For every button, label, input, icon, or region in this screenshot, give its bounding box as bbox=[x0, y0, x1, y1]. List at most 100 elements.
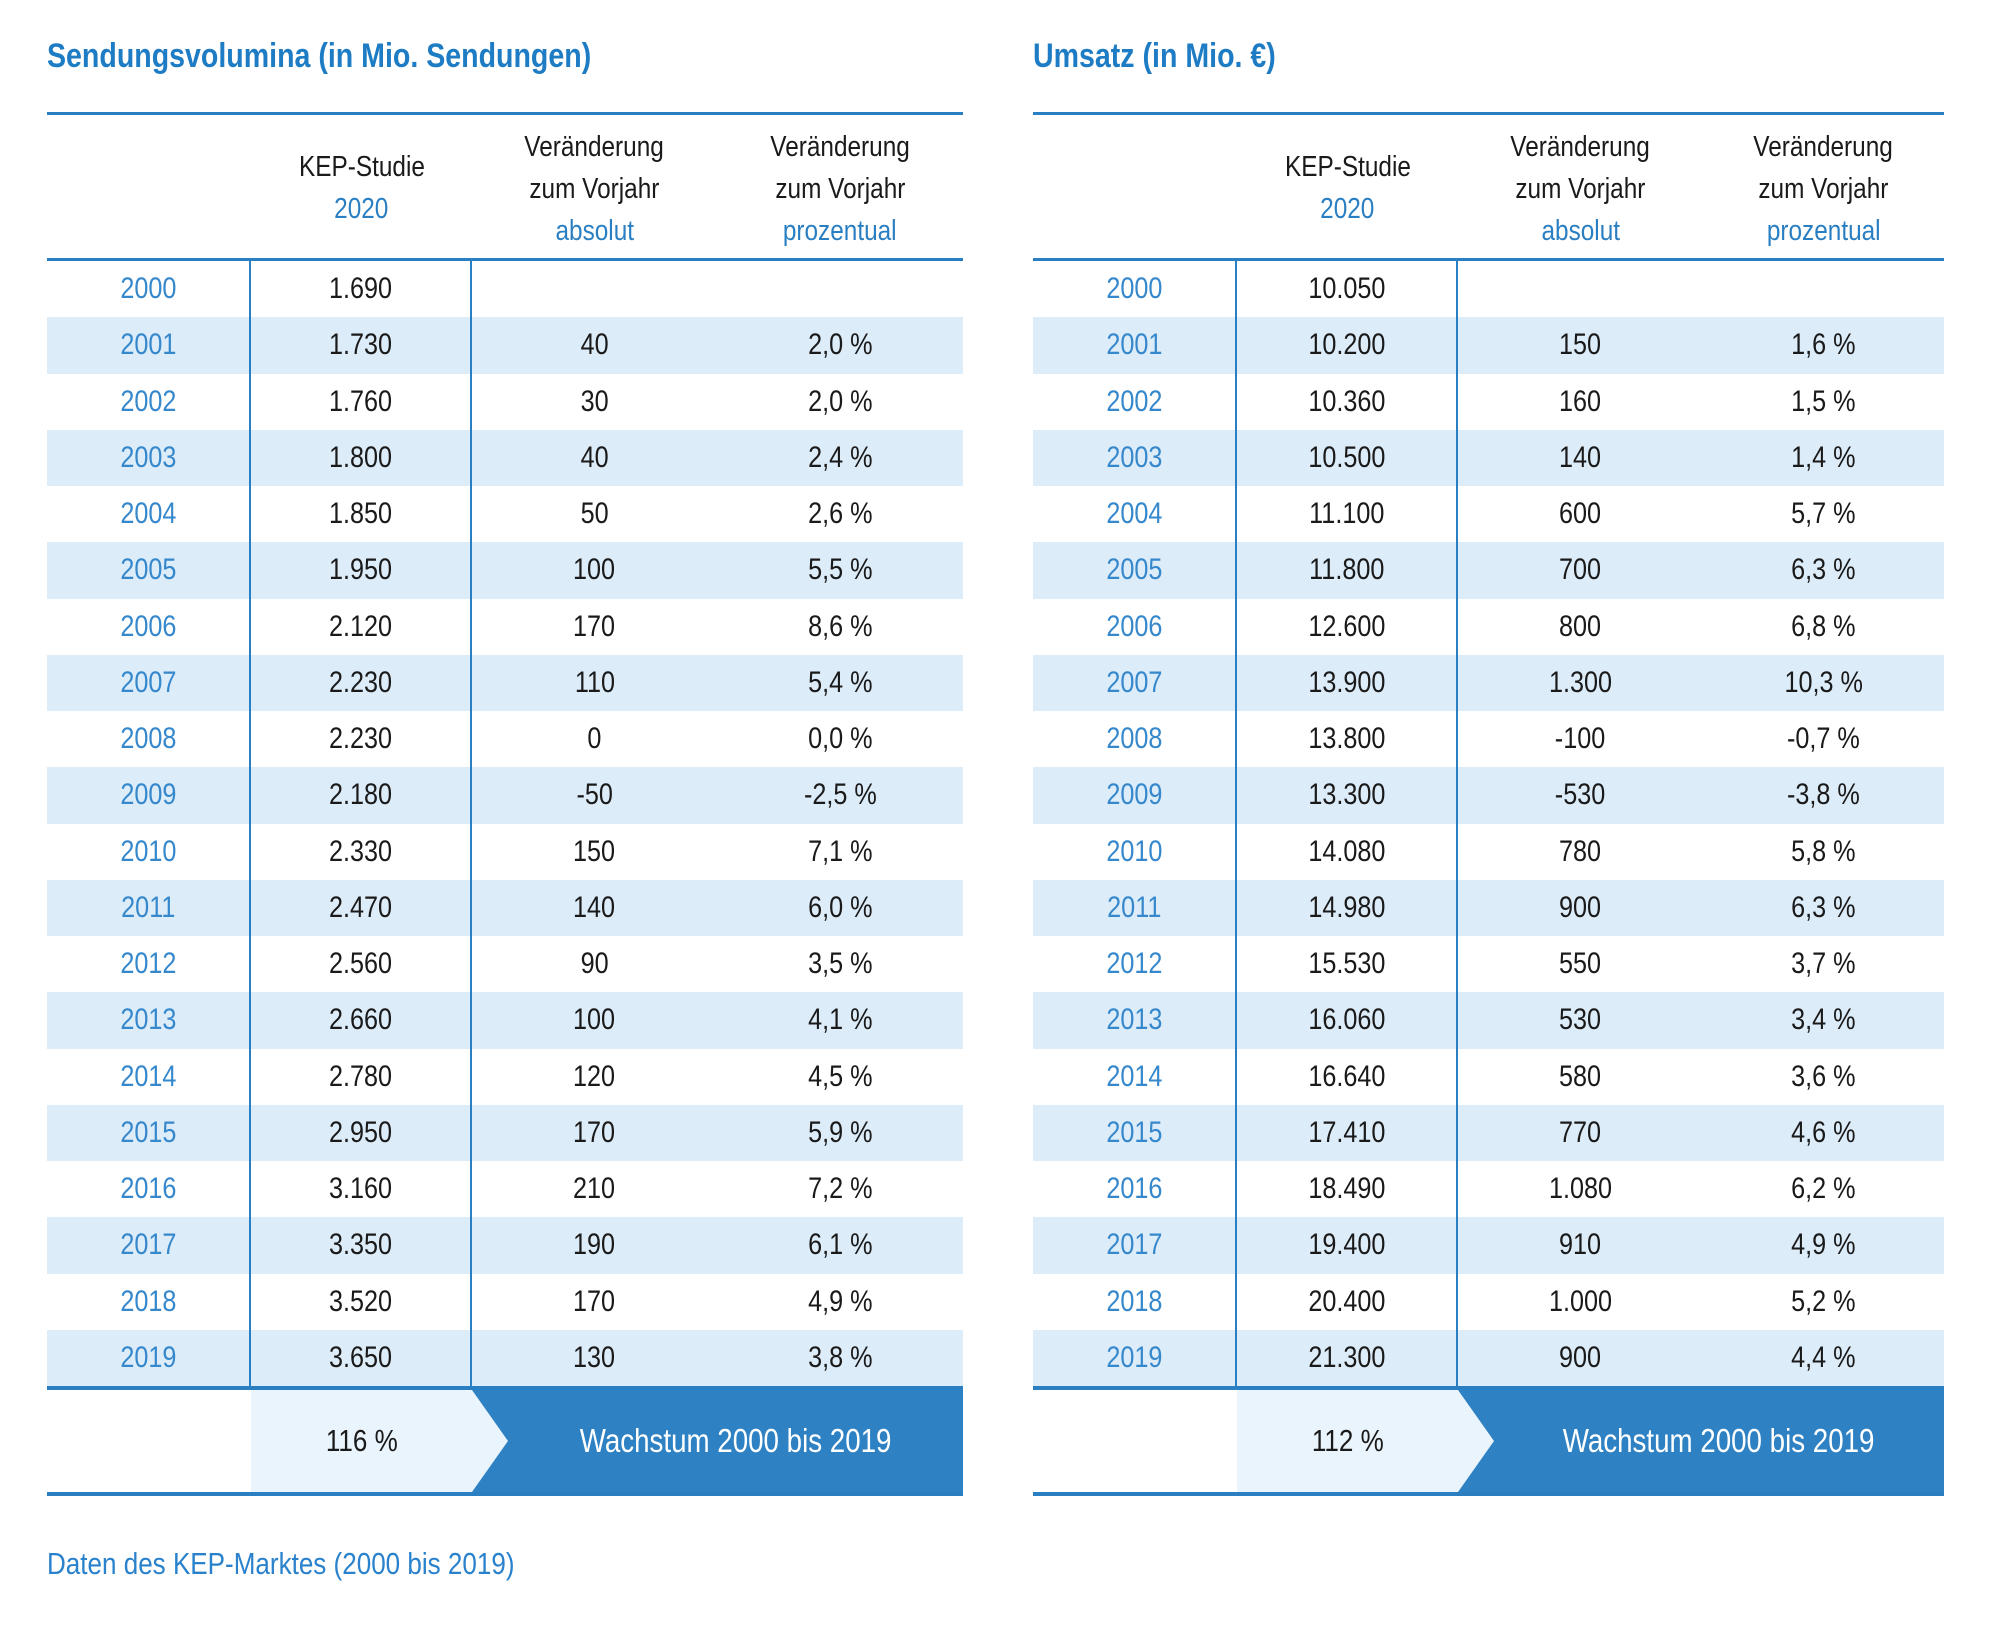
year-cell: 2003 bbox=[1033, 429, 1237, 486]
revenue-table-header: KEP-Studie 2020 Veränderung zum Vorjahr … bbox=[1033, 112, 1944, 261]
year-cell: 2002 bbox=[1033, 373, 1237, 430]
absolute-change-cell: 0 bbox=[587, 722, 602, 756]
year-cell: 2006 bbox=[1033, 598, 1237, 655]
absolute-change-cell: 700 bbox=[1559, 553, 1602, 587]
absolute-change-cell: 780 bbox=[1559, 834, 1602, 868]
percent-change-cell: -2,5 % bbox=[803, 778, 877, 812]
year-cell: 2018 bbox=[47, 1273, 251, 1330]
table-row: 2019 21.300 900 4,4 % bbox=[1033, 1329, 1944, 1386]
table-row: 2016 3.160 210 7,2 % bbox=[47, 1161, 963, 1218]
absolute-change-cell: 910 bbox=[1559, 1228, 1602, 1262]
absolute-change-cell: 120 bbox=[573, 1059, 616, 1093]
absolute-change-cell: 770 bbox=[1559, 1115, 1602, 1149]
percent-change-cell: 2,0 % bbox=[807, 384, 873, 418]
absolute-change-cell: 530 bbox=[1559, 1003, 1602, 1037]
year-cell: 2011 bbox=[47, 879, 251, 936]
absolute-change-cell: 900 bbox=[1559, 1340, 1602, 1374]
percent-change-cell: 6,3 % bbox=[1791, 553, 1856, 587]
year-cell: 2013 bbox=[1033, 992, 1237, 1049]
percent-change-cell: 2,6 % bbox=[807, 497, 873, 531]
table-row: 2010 2.330 150 7,1 % bbox=[47, 823, 963, 880]
table-bottom-rule bbox=[47, 1386, 963, 1390]
kep-value-cell: 1.760 bbox=[251, 373, 472, 430]
percent-change-cell bbox=[1703, 261, 1944, 317]
growth-band-label: Wachstum 2000 bis 2019 bbox=[579, 1422, 892, 1459]
revenue-table: Umsatz (in Mio. €) KEP-Studie 2020 Verän… bbox=[1033, 36, 1944, 1496]
absolute-change-cell: 30 bbox=[580, 384, 609, 418]
year-cell: 2006 bbox=[47, 598, 251, 655]
kep-value-cell: 11.800 bbox=[1237, 542, 1458, 599]
year-cell: 2012 bbox=[1033, 936, 1237, 993]
arrow-right-icon bbox=[472, 1390, 508, 1492]
kep-value-cell: 2.180 bbox=[251, 767, 472, 824]
percent-change-cell: 3,7 % bbox=[1791, 947, 1856, 981]
year-cell: 2017 bbox=[47, 1217, 251, 1274]
table-row: 2006 12.600 800 6,8 % bbox=[1033, 598, 1944, 655]
year-cell: 2001 bbox=[47, 317, 251, 374]
kep-value-cell: 14.080 bbox=[1237, 823, 1458, 880]
header-kep-studie-column: KEP-Studie 2020 bbox=[298, 151, 425, 225]
growth-value-box: 112 % bbox=[1237, 1390, 1458, 1492]
growth-value-box: 116 % bbox=[251, 1390, 472, 1492]
percent-change-cell: 8,6 % bbox=[807, 609, 873, 643]
percent-change-cell: 5,5 % bbox=[807, 553, 873, 587]
absolute-change-cell: 1.300 bbox=[1548, 665, 1613, 699]
percent-change-cell: 1,4 % bbox=[1791, 440, 1856, 474]
percent-change-cell: 4,9 % bbox=[807, 1284, 873, 1318]
percent-change-cell: 4,6 % bbox=[1791, 1115, 1856, 1149]
kep-value-cell: 19.400 bbox=[1237, 1217, 1458, 1274]
absolute-change-cell: 160 bbox=[1559, 384, 1602, 418]
percent-change-cell: 1,6 % bbox=[1791, 328, 1856, 362]
table-bottom-rule bbox=[1033, 1386, 1944, 1390]
revenue-table-title: Umsatz (in Mio. €) bbox=[1033, 37, 1276, 75]
percent-change-cell: 3,6 % bbox=[1791, 1059, 1856, 1093]
growth-band-spacer bbox=[1033, 1390, 1237, 1492]
absolute-change-cell: 550 bbox=[1559, 947, 1602, 981]
kep-value-cell: 16.640 bbox=[1237, 1048, 1458, 1105]
growth-band-dark: Wachstum 2000 bis 2019 bbox=[472, 1390, 963, 1492]
table-row: 2007 2.230 110 5,4 % bbox=[47, 654, 963, 711]
table-row: 2014 2.780 120 4,5 % bbox=[47, 1048, 963, 1105]
source-caption: Daten des KEP-Marktes (2000 bis 2019) bbox=[47, 1546, 515, 1581]
shipments-table-rows: 2000 1.690 2001 1.730 40 2,0 % 2002 1.76… bbox=[47, 261, 963, 1386]
kep-value-cell: 13.900 bbox=[1237, 654, 1458, 711]
kep-value-cell: 11.100 bbox=[1237, 486, 1458, 543]
year-cell: 2007 bbox=[1033, 654, 1237, 711]
year-cell: 2007 bbox=[47, 654, 251, 711]
year-cell: 2017 bbox=[1033, 1217, 1237, 1274]
absolute-change-cell: 1.000 bbox=[1548, 1284, 1613, 1318]
kep-value-cell: 1.690 bbox=[251, 261, 472, 318]
table-row: 2004 11.100 600 5,7 % bbox=[1033, 486, 1944, 543]
percent-change-cell: -0,7 % bbox=[1787, 722, 1860, 756]
kep-value-cell: 3.160 bbox=[251, 1161, 472, 1218]
percent-change-cell: 5,2 % bbox=[1791, 1284, 1856, 1318]
percent-change-cell: 5,9 % bbox=[807, 1115, 873, 1149]
kep-value-cell: 2.330 bbox=[251, 823, 472, 880]
kep-value-cell: 2.660 bbox=[251, 992, 472, 1049]
percent-change-cell: 6,1 % bbox=[807, 1228, 873, 1262]
kep-value-cell: 10.050 bbox=[1237, 261, 1458, 318]
absolute-change-cell: 150 bbox=[573, 834, 616, 868]
year-cell: 2014 bbox=[1033, 1048, 1237, 1105]
percent-change-cell: 0,0 % bbox=[807, 722, 873, 756]
percent-change-cell: 2,0 % bbox=[807, 328, 873, 362]
shipments-table-title: Sendungsvolumina (in Mio. Sendungen) bbox=[47, 37, 592, 75]
absolute-change-cell: 140 bbox=[573, 890, 616, 924]
absolute-change-cell: 580 bbox=[1559, 1059, 1602, 1093]
percent-change-cell: 6,8 % bbox=[1791, 609, 1856, 643]
percent-change-cell: 4,4 % bbox=[1791, 1340, 1856, 1374]
table-row: 2001 1.730 40 2,0 % bbox=[47, 317, 963, 374]
absolute-change-cell: -100 bbox=[1555, 722, 1606, 756]
percent-change-cell: 4,1 % bbox=[807, 1003, 873, 1037]
table-row: 2009 13.300 -530 -3,8 % bbox=[1033, 767, 1944, 824]
kep-value-cell: 10.360 bbox=[1237, 373, 1458, 430]
kep-value-cell: 1.850 bbox=[251, 486, 472, 543]
absolute-change-cell: 600 bbox=[1559, 497, 1602, 531]
kep-value-cell: 3.520 bbox=[251, 1273, 472, 1330]
table-row: 2003 1.800 40 2,4 % bbox=[47, 429, 963, 486]
kep-value-cell: 10.200 bbox=[1237, 317, 1458, 374]
absolute-change-cell: 100 bbox=[573, 553, 616, 587]
table-row: 2017 3.350 190 6,1 % bbox=[47, 1217, 963, 1274]
kep-value-cell: 2.470 bbox=[251, 879, 472, 936]
